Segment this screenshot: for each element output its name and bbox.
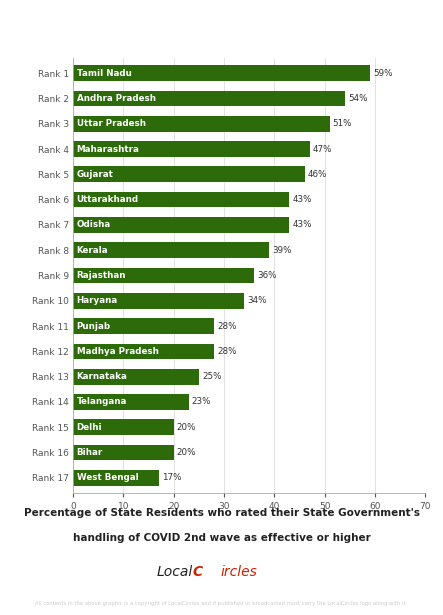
Text: 25%: 25% [202,372,222,381]
Text: Odisha: Odisha [77,220,111,229]
Text: Rajasthan: Rajasthan [77,271,126,280]
Bar [73,65,370,81]
Text: 51%: 51% [333,119,352,129]
Bar [73,90,345,106]
Text: 20%: 20% [177,448,196,457]
Text: Local: Local [156,565,193,579]
Text: 28%: 28% [217,347,237,356]
Text: Gujarat: Gujarat [77,170,113,179]
Text: 43%: 43% [292,195,312,204]
Text: Haryana: Haryana [77,296,118,305]
Bar [73,242,269,258]
Text: handling of COVID 2nd wave as effective or higher: handling of COVID 2nd wave as effective … [73,533,370,543]
Bar [73,217,289,232]
Text: Kerala: Kerala [77,246,108,255]
Text: Telangana: Telangana [77,397,127,407]
Text: on handling of COVID 2nd wave; Bihar & West Bengal rated lowest: on handling of COVID 2nd wave; Bihar & W… [25,40,418,50]
Bar [73,394,189,410]
Bar [73,116,330,132]
Bar [73,167,304,182]
Text: 43%: 43% [292,220,312,229]
Text: Punjab: Punjab [77,322,111,331]
Bar [73,141,310,157]
Text: Maharashtra: Maharashtra [77,145,140,154]
Text: 17%: 17% [162,474,181,482]
Text: Uttar Pradesh: Uttar Pradesh [77,119,146,129]
Text: Delhi: Delhi [77,423,102,432]
Bar [73,268,254,284]
Text: Percentage of State Residents who rated their State Government's: Percentage of State Residents who rated … [23,509,420,518]
Text: 34%: 34% [247,296,267,305]
Bar [73,318,214,334]
Text: Madhya Pradesh: Madhya Pradesh [77,347,159,356]
Text: 23%: 23% [192,397,211,407]
Bar [73,445,174,461]
Text: 28%: 28% [217,322,237,331]
Text: 39%: 39% [272,246,292,255]
Text: 20%: 20% [177,423,196,432]
Bar [73,344,214,359]
Text: Bihar: Bihar [77,448,103,457]
Bar [73,419,174,435]
Bar [73,369,199,384]
Text: 59%: 59% [373,69,392,77]
Text: 46%: 46% [307,170,327,179]
Text: Karnataka: Karnataka [77,372,128,381]
Text: C: C [193,565,203,579]
Text: State residents rate Government of Tamil Nadu & Andhra Pradesh high: State residents rate Government of Tamil… [12,15,431,25]
Bar [73,470,159,486]
Text: ircles: ircles [221,565,257,579]
Text: All contents in the above graphic is a copyright of LocalCircles and if publishe: All contents in the above graphic is a c… [35,601,408,606]
Bar [73,293,244,309]
Text: 54%: 54% [348,94,367,103]
Text: Tamil Nadu: Tamil Nadu [77,69,132,77]
Text: Andhra Pradesh: Andhra Pradesh [77,94,155,103]
Text: 36%: 36% [257,271,277,280]
Text: 47%: 47% [313,145,332,154]
Text: Uttarakhand: Uttarakhand [77,195,139,204]
Bar [73,192,289,207]
Text: West Bengal: West Bengal [77,474,138,482]
